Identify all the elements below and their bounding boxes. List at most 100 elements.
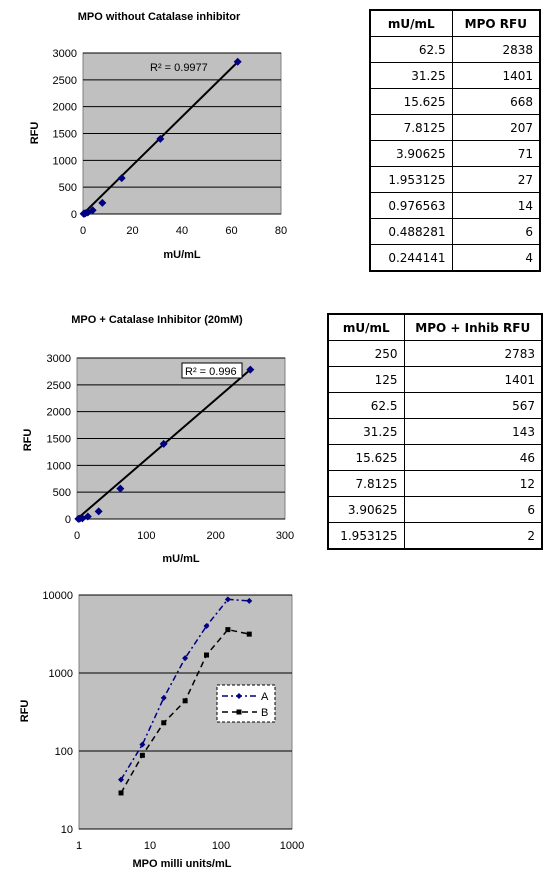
data-point bbox=[225, 627, 231, 633]
data-point bbox=[159, 439, 168, 448]
table-header-row: mU/mL MPO + Inhib RFU bbox=[327, 313, 543, 341]
data-point bbox=[74, 514, 83, 523]
data-table-mpo: mU/mL MPO RFU 62.5 2838 31.25 1401 15.625 668 7… bbox=[369, 9, 541, 272]
data-point bbox=[156, 134, 165, 143]
data-point bbox=[94, 507, 103, 516]
data-point bbox=[139, 741, 146, 748]
y-tick-label: 100 bbox=[55, 746, 73, 758]
x-tick-label: 1000 bbox=[280, 840, 304, 852]
column-header: mU/mL bbox=[369, 9, 453, 37]
data-point bbox=[139, 752, 145, 758]
data-table-mpo-inhib: mU/mL MPO + Inhib RFU 250 2783 125 1401 62.5 5… bbox=[327, 313, 543, 550]
table-cell: 2838 bbox=[451, 36, 541, 63]
table-row: 0.488281 6 bbox=[369, 218, 541, 245]
data-point bbox=[160, 694, 167, 701]
table-cell: 668 bbox=[451, 88, 541, 115]
table-row: 1.953125 2 bbox=[327, 522, 543, 550]
r-squared-box bbox=[181, 362, 243, 379]
x-tick-label: 20 bbox=[126, 225, 138, 237]
y-tick-label: 2000 bbox=[47, 407, 71, 419]
table-cell: 207 bbox=[451, 114, 541, 141]
legend: AB bbox=[216, 684, 276, 723]
legend-label: A bbox=[261, 691, 269, 703]
table-row: 31.25 143 bbox=[327, 418, 543, 445]
table-row: 7.8125 12 bbox=[327, 470, 543, 497]
data-point bbox=[246, 631, 252, 637]
data-point bbox=[224, 596, 231, 603]
table-cell: 6 bbox=[451, 218, 541, 245]
chart-mpo-without-inhibitor: MPO without Catalase inhibitor 0 500 1000 1… bbox=[29, 11, 287, 261]
table-cell: 2783 bbox=[403, 340, 543, 367]
table-cell: 31.25 bbox=[369, 62, 453, 89]
data-point bbox=[182, 655, 189, 662]
table-row: 0.976563 14 bbox=[369, 192, 541, 219]
table-cell: 143 bbox=[403, 418, 543, 445]
y-tick-label: 2000 bbox=[53, 102, 77, 114]
table-cell: 15.625 bbox=[369, 88, 453, 115]
x-tick-label: 100 bbox=[212, 840, 230, 852]
y-tick-label: 10000 bbox=[42, 590, 73, 602]
y-tick-label: 3000 bbox=[47, 353, 71, 365]
table-cell: 7.8125 bbox=[369, 114, 453, 141]
table-cell: 62.5 bbox=[327, 392, 405, 419]
x-tick-label: 300 bbox=[276, 530, 294, 542]
table-cell: 15.625 bbox=[327, 444, 405, 471]
y-tick-label: 3000 bbox=[53, 48, 77, 60]
table-cell: 62.5 bbox=[369, 36, 453, 63]
y-axis-label: RFU bbox=[22, 429, 34, 452]
table-cell: 3.90625 bbox=[327, 496, 405, 523]
y-tick-label: 2500 bbox=[47, 380, 71, 392]
x-tick-label: 1 bbox=[76, 840, 82, 852]
x-tick-label: 0 bbox=[80, 225, 86, 237]
data-point bbox=[203, 623, 210, 630]
x-tick-label: 200 bbox=[206, 530, 224, 542]
table-cell: 1401 bbox=[403, 366, 543, 393]
data-point bbox=[233, 57, 242, 66]
table-cell: 250 bbox=[327, 340, 405, 367]
y-tick-label: 1000 bbox=[47, 460, 71, 472]
table-row: 0.244141 4 bbox=[369, 244, 541, 272]
chart-title: MPO without Catalase inhibitor bbox=[78, 11, 241, 23]
column-header: mU/mL bbox=[327, 313, 405, 341]
table-cell: 7.8125 bbox=[327, 470, 405, 497]
table-row: 3.90625 6 bbox=[327, 496, 543, 523]
y-tick-label: 2500 bbox=[53, 75, 77, 87]
table-cell: 6 bbox=[403, 496, 543, 523]
chart-title: MPO + Catalase Inhibitor (20mM) bbox=[71, 314, 243, 326]
data-point bbox=[98, 198, 107, 207]
x-axis-label: mU/mL bbox=[163, 249, 201, 261]
table-cell: 27 bbox=[451, 166, 541, 193]
data-point bbox=[117, 174, 126, 183]
r-squared-label: R² = 0.9977 bbox=[150, 62, 208, 74]
table-row: 250 2783 bbox=[327, 340, 543, 367]
table-cell: 4 bbox=[451, 244, 541, 272]
x-tick-label: 80 bbox=[275, 225, 287, 237]
data-point bbox=[118, 790, 124, 796]
x-tick-label: 10 bbox=[144, 840, 156, 852]
table-row: 15.625 46 bbox=[327, 444, 543, 471]
table-cell: 2 bbox=[403, 522, 543, 550]
table-row: 1.953125 27 bbox=[369, 166, 541, 193]
r-squared-label: R² = 0.996 bbox=[185, 366, 237, 378]
column-header: MPO + Inhib RFU bbox=[403, 313, 543, 341]
legend-marker bbox=[236, 709, 242, 715]
table-row: 7.8125 207 bbox=[369, 114, 541, 141]
legend-marker bbox=[236, 693, 242, 699]
table-cell: 1.953125 bbox=[327, 522, 405, 550]
y-tick-label: 1000 bbox=[49, 668, 73, 680]
table-cell: 0.976563 bbox=[369, 192, 453, 219]
data-point bbox=[246, 597, 253, 604]
table-cell: 31.25 bbox=[327, 418, 405, 445]
legend-label: B bbox=[261, 707, 268, 719]
data-point bbox=[182, 698, 188, 704]
table-cell: 1.953125 bbox=[369, 166, 453, 193]
y-axis-label: RFU bbox=[19, 700, 31, 723]
table-row: 31.25 1401 bbox=[369, 62, 541, 89]
data-point bbox=[204, 652, 210, 658]
chart-mpo-with-inhibitor: MPO + Catalase Inhibitor (20mM) 05001000… bbox=[22, 314, 294, 565]
y-tick-label: 1500 bbox=[53, 129, 77, 141]
data-point bbox=[118, 776, 125, 783]
table-row: 62.5 2838 bbox=[369, 36, 541, 63]
table-cell: 71 bbox=[451, 140, 541, 167]
